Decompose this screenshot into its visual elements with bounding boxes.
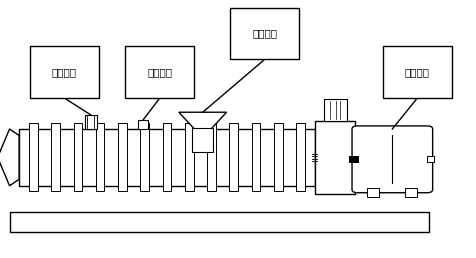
Bar xyxy=(405,188,416,197)
Text: 喜料系统: 喜料系统 xyxy=(252,29,277,38)
FancyBboxPatch shape xyxy=(351,126,432,193)
Bar xyxy=(125,46,194,98)
Bar xyxy=(207,123,215,191)
Text: 温控系统: 温控系统 xyxy=(147,67,172,77)
Bar xyxy=(382,46,451,98)
Text: 驱动系统: 驱动系统 xyxy=(404,67,429,77)
Bar xyxy=(96,123,104,191)
Bar xyxy=(85,115,96,129)
Text: 真空系统: 真空系统 xyxy=(52,67,77,77)
Bar xyxy=(19,129,314,186)
Bar xyxy=(29,123,38,191)
Bar xyxy=(140,123,149,191)
Bar xyxy=(191,128,213,152)
Bar xyxy=(426,156,433,163)
Bar xyxy=(230,8,299,59)
Bar xyxy=(296,123,304,191)
Bar xyxy=(118,123,127,191)
Polygon shape xyxy=(0,129,19,186)
Bar xyxy=(323,99,346,121)
Bar xyxy=(185,123,193,191)
Bar xyxy=(51,123,60,191)
Bar xyxy=(273,123,282,191)
Bar xyxy=(229,123,238,191)
Polygon shape xyxy=(178,112,226,129)
Bar xyxy=(73,123,82,191)
Bar xyxy=(138,120,148,129)
Bar xyxy=(30,46,99,98)
Bar xyxy=(367,188,378,197)
Bar xyxy=(348,156,357,163)
Bar xyxy=(162,123,171,191)
Bar xyxy=(10,212,428,232)
Bar xyxy=(314,121,355,194)
Bar xyxy=(251,123,260,191)
